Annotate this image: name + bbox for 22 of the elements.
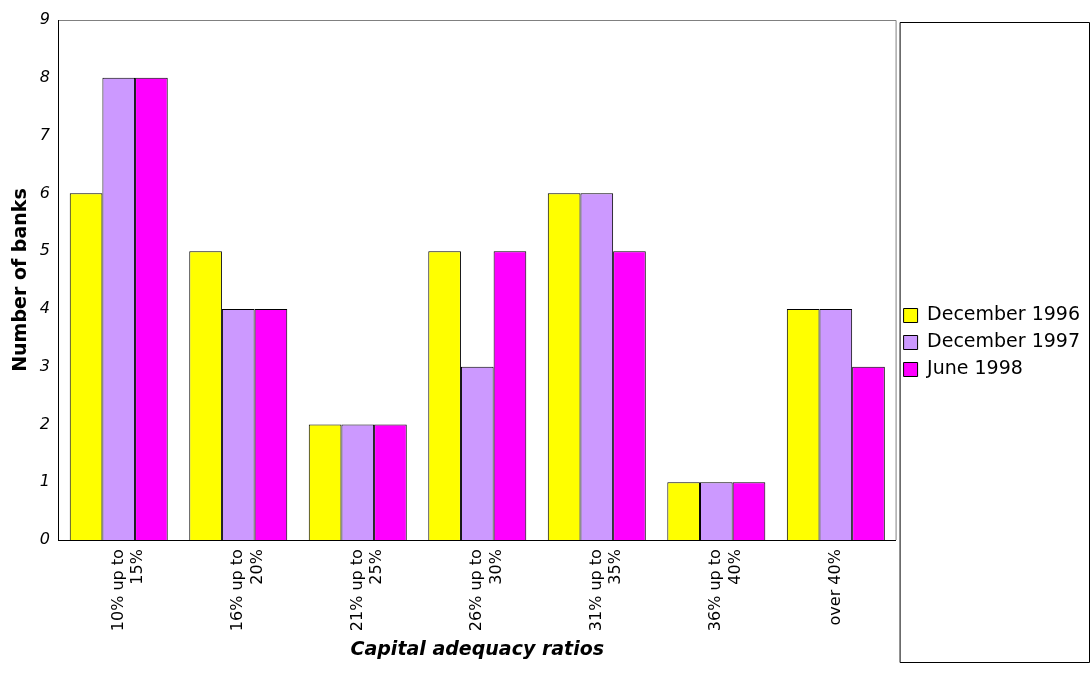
y-tick-label: 4	[39, 298, 50, 318]
x-tick-label: 26% up to 30%	[466, 549, 505, 632]
y-tick-label: 8	[39, 66, 50, 86]
y-tick-label: 7	[39, 124, 51, 144]
x-tick-label: 21% up to 25%	[346, 549, 386, 632]
y-tick-label: 6	[39, 182, 50, 202]
x-tick-label: 31% up to 35%	[585, 549, 625, 632]
y-tick-label: 3	[39, 355, 50, 375]
y-tick-label: 0	[39, 529, 50, 549]
x-tick-label: 36% up to 40%	[705, 549, 744, 632]
legend-label: December 1997	[927, 329, 1080, 352]
x-axis-title: Capital adequacy ratios	[350, 636, 605, 659]
legend-label: December 1996	[927, 302, 1080, 325]
y-tick-label: 2	[39, 413, 50, 433]
legend-label: June 1998	[926, 356, 1023, 379]
x-tick-label: 16% up to 20%	[227, 549, 266, 632]
y-tick-label: 5	[39, 240, 50, 260]
y-tick-label: 9	[39, 9, 50, 29]
y-axis-title: Number of banks	[8, 188, 31, 372]
x-tick-label: 10% up to 15%	[107, 549, 147, 632]
y-tick-label: 1	[39, 471, 50, 491]
x-tick-label: over 40%	[824, 549, 844, 626]
